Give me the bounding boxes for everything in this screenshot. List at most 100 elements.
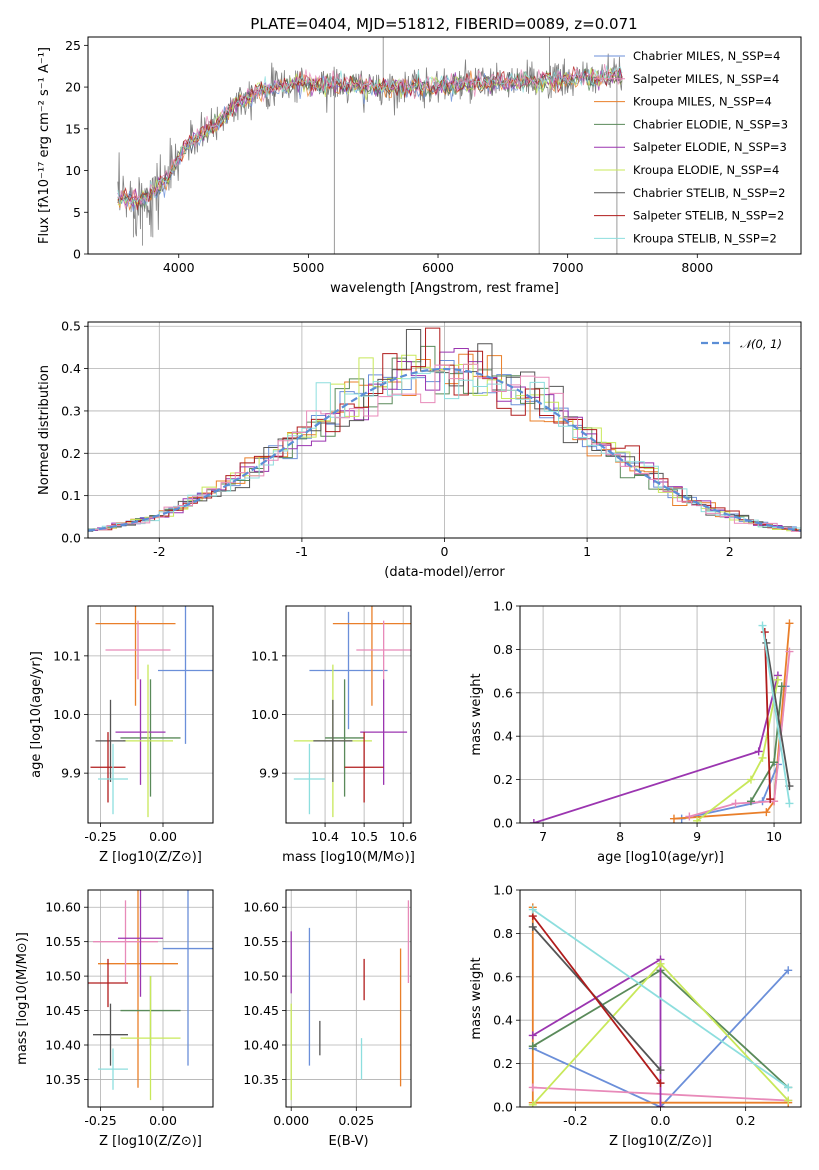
y-tick-label: 0.4 bbox=[493, 729, 513, 744]
y-tick-label: 10.35 bbox=[45, 1072, 81, 1087]
plus-marker bbox=[777, 682, 786, 691]
legend-label: 𝒩(0, 1) bbox=[740, 337, 782, 351]
plus-marker bbox=[770, 758, 779, 767]
x-tick-label: -2 bbox=[153, 544, 165, 559]
y-tick-label: 10.50 bbox=[45, 969, 81, 984]
x-tick-label: 8000 bbox=[681, 260, 713, 275]
y-tick-label: 10.0 bbox=[251, 707, 279, 722]
x-tick-label: 0.0 bbox=[651, 1113, 671, 1128]
axes-frame bbox=[87, 321, 802, 539]
plot-area-weight_vs_Z bbox=[528, 903, 793, 1107]
x-tick-label: -0.25 bbox=[84, 1113, 116, 1128]
plot-area-mass_vs_Z bbox=[88, 890, 213, 1101]
plus-marker bbox=[773, 675, 782, 684]
y-tick-label: 0.2 bbox=[493, 1056, 513, 1071]
x-tick-label: 0.000 bbox=[273, 1113, 309, 1128]
x-axis-label: E(B-V) bbox=[328, 1134, 368, 1149]
y-tick-label: 10.0 bbox=[53, 707, 81, 722]
x-tick-label: -1 bbox=[296, 544, 308, 559]
plot-area-weight_vs_age bbox=[529, 619, 794, 823]
legend-label: Kroupa ELODIE, N_SSP=4 bbox=[633, 163, 779, 177]
x-axis-label: Z [log10(Z/Z⊙)] bbox=[609, 1134, 712, 1149]
model-spectrum bbox=[117, 66, 623, 211]
y-tick-label: 0.3 bbox=[61, 403, 81, 418]
x-tick-label: 4000 bbox=[163, 260, 195, 275]
y-tick-label: 10.40 bbox=[243, 1038, 279, 1053]
x-tick-label: 0.2 bbox=[736, 1113, 756, 1128]
legend-label: Salpeter STELIB, N_SSP=2 bbox=[633, 209, 784, 223]
plus-marker bbox=[746, 775, 755, 784]
y-tick-label: 15 bbox=[65, 121, 81, 136]
legend-label: Kroupa STELIB, N_SSP=2 bbox=[633, 231, 777, 245]
axes-frame bbox=[87, 889, 214, 1108]
panel-spectrum: 4000 5000 6000 7000 8000 0 5 10 15 20 25 wavelength… bbox=[37, 36, 802, 296]
y-tick-label: 0.0 bbox=[493, 816, 513, 831]
plus-marker bbox=[731, 799, 740, 808]
y-tick-label: 0.8 bbox=[493, 926, 513, 941]
y-tick-label: 10.1 bbox=[53, 648, 81, 663]
panel-age_vs_mass: 10.4 10.5 10.6 9.9 10.0 10.1 mass [log10(M/M⊙)… bbox=[251, 605, 417, 865]
y-tick-label: 0.5 bbox=[61, 319, 81, 334]
x-tick-label: -0.2 bbox=[563, 1113, 587, 1128]
x-tick-label: 8 bbox=[616, 829, 624, 844]
residual-histogram bbox=[88, 327, 801, 532]
axes-frame bbox=[519, 889, 802, 1108]
plus-marker bbox=[784, 966, 793, 975]
plus-marker bbox=[785, 647, 794, 656]
y-axis-label: mass weight bbox=[469, 673, 484, 755]
y-tick-label: 20 bbox=[65, 80, 81, 95]
y-tick-label: 10.55 bbox=[243, 934, 279, 949]
mass-weight-line bbox=[765, 642, 791, 787]
plot-area-spectrum bbox=[117, 37, 623, 254]
plus-marker bbox=[784, 1096, 793, 1105]
plus-marker bbox=[693, 816, 702, 823]
panel-weight_vs_age: 7 8 9 10 0.0 0.2 0.4 0.6 0.8 1.0 age [log10(age/yr… bbox=[469, 599, 802, 865]
y-tick-label: 10.55 bbox=[45, 934, 81, 949]
y-tick-label: 0.1 bbox=[61, 488, 81, 503]
mass-weight-line bbox=[761, 625, 791, 804]
figure-title: PLATE=0404, MJD=51812, FIBERID=0089, z=0… bbox=[250, 15, 637, 33]
legend-label: Chabrier STELIB, N_SSP=2 bbox=[633, 186, 785, 200]
panel-mass_vs_EBV: 0.000 0.025 10.35 10.40 10.45 10.50 10.55 10.60… bbox=[243, 889, 412, 1149]
axes-frame bbox=[519, 605, 802, 824]
axes-frame bbox=[285, 889, 412, 1108]
plus-marker bbox=[656, 1066, 665, 1075]
model-spectrum bbox=[117, 70, 623, 209]
y-axis-label: mass weight bbox=[469, 957, 484, 1039]
y-tick-label: 0.0 bbox=[61, 531, 81, 546]
mass-weight-line bbox=[532, 908, 789, 1089]
mass-weight-line bbox=[531, 907, 789, 1104]
plot-area-mass_vs_EBV bbox=[290, 900, 410, 1101]
plus-marker bbox=[528, 1031, 537, 1040]
plus-marker bbox=[528, 905, 537, 914]
y-axis-label: mass [log10(M/M⊙)] bbox=[15, 932, 30, 1065]
plus-marker bbox=[685, 812, 694, 821]
y-axis-label: Normed distribution bbox=[37, 365, 52, 495]
y-tick-label: 5 bbox=[73, 205, 81, 220]
plus-marker bbox=[528, 1083, 537, 1092]
y-tick-label: 1.0 bbox=[493, 599, 513, 614]
y-tick-label: 0.4 bbox=[493, 1013, 513, 1028]
y-tick-label: 9.9 bbox=[259, 766, 279, 781]
plus-marker bbox=[529, 819, 538, 823]
x-tick-label: 0.00 bbox=[149, 829, 177, 844]
mass-weight-line bbox=[763, 631, 772, 800]
y-tick-label: 10.45 bbox=[45, 1003, 81, 1018]
panel-mass_vs_Z: -0.25 0.00 10.35 10.40 10.45 10.50 10.55 10.60 Z… bbox=[15, 889, 214, 1149]
panel-residuals: -2 -1 0 1 2 0.0 0.1 0.2 0.3 0.4 0.5 (data-model)/er… bbox=[37, 319, 802, 580]
x-tick-label: 7000 bbox=[552, 260, 584, 275]
axes-frame bbox=[87, 605, 214, 824]
x-tick-label: 9 bbox=[693, 829, 701, 844]
y-tick-label: 0.8 bbox=[493, 642, 513, 657]
y-tick-label: 0 bbox=[73, 247, 81, 262]
plus-marker bbox=[785, 619, 794, 628]
plus-marker bbox=[754, 747, 763, 756]
x-axis-label: wavelength [Angstrom, rest frame] bbox=[330, 281, 559, 296]
x-axis-label: mass [log10(M/M⊙)] bbox=[282, 850, 415, 865]
y-axis-label: age [log10(age/yr)] bbox=[29, 651, 44, 778]
y-axis-label: Flux [fλ10⁻¹⁷ erg cm⁻² s⁻¹ A⁻¹] bbox=[37, 47, 52, 244]
x-tick-label: 0 bbox=[441, 544, 449, 559]
plus-marker bbox=[656, 959, 665, 968]
y-tick-label: 0.4 bbox=[61, 361, 81, 376]
x-tick-label: 10.5 bbox=[350, 829, 378, 844]
